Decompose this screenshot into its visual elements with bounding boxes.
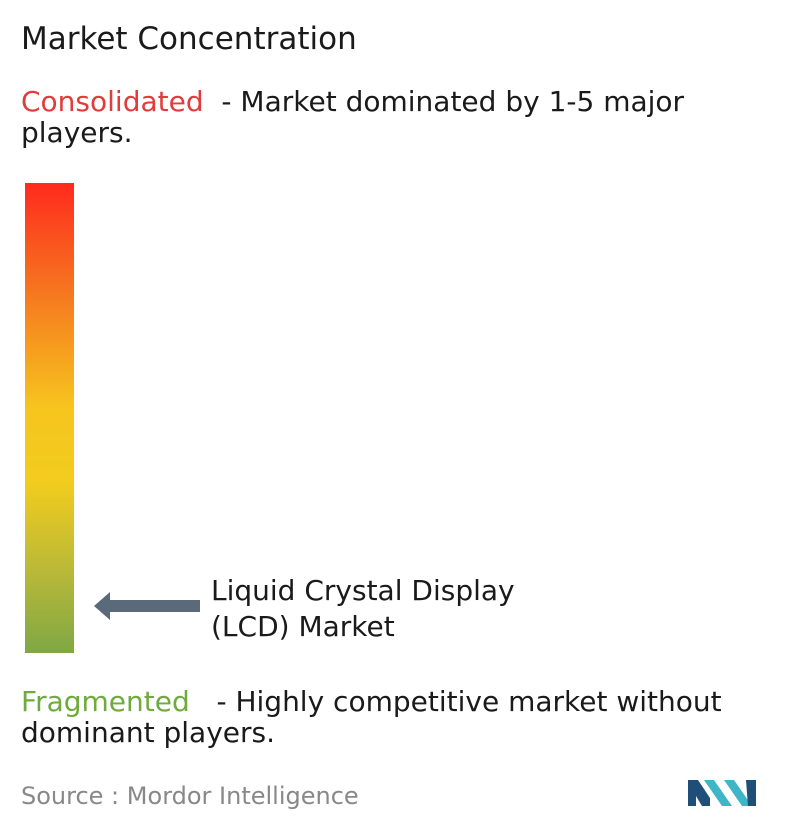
- logo-middle-stroke: [704, 780, 732, 806]
- consolidated-description: Consolidated - Market dominated by 1-5 m…: [21, 86, 791, 148]
- market-label: Liquid Crystal Display (LCD) Market: [211, 574, 515, 643]
- fragmented-term: Fragmented: [21, 685, 190, 718]
- consolidated-term: Consolidated: [21, 85, 204, 118]
- concentration-gradient-bar: [25, 183, 74, 653]
- mordor-intelligence-logo: [688, 780, 756, 806]
- consolidated-text: - Market dominated by 1-5 major players.: [21, 85, 693, 149]
- source-label: Source :: [21, 782, 120, 810]
- page-title: Market Concentration: [21, 21, 357, 57]
- fragmented-description: Fragmented - Highly competitive market w…: [21, 686, 791, 748]
- arrow-shape: [94, 592, 200, 620]
- fragmented-text: - Highly competitive market without domi…: [21, 685, 731, 749]
- logo-right-leg: [746, 780, 756, 806]
- logo-right-stroke: [724, 780, 752, 806]
- logo-left-leg: [688, 780, 710, 806]
- market-position-arrow: [94, 592, 200, 620]
- source-line: Source : Mordor Intelligence: [21, 781, 359, 811]
- source-name: Mordor Intelligence: [126, 782, 359, 810]
